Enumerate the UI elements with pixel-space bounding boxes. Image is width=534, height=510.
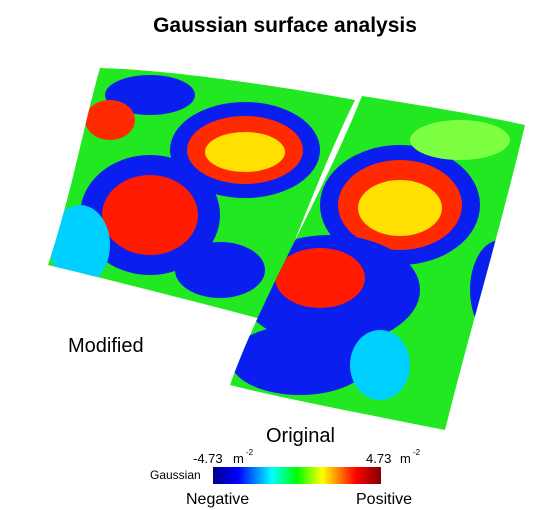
colorbar-unit: m: [400, 451, 411, 466]
colorbar: [213, 467, 381, 484]
colorbar-low-label: Negative: [186, 491, 249, 508]
colorbar-exponent: -2: [246, 448, 254, 457]
colorbar-unit: m: [233, 451, 244, 466]
colorbar-min: -4.73: [193, 451, 223, 466]
colorbar-label: Gaussian: [150, 468, 201, 482]
figure: Gaussian surface analysis Modified Origi…: [0, 0, 534, 510]
colorbar-high-label: Positive: [356, 491, 412, 508]
surface-label: Modified: [68, 335, 144, 357]
colorbar-max: 4.73: [366, 451, 391, 466]
colorbar-exponent: -2: [413, 448, 421, 457]
title: Gaussian surface analysis: [153, 14, 417, 37]
surface-label: Original: [266, 425, 335, 447]
